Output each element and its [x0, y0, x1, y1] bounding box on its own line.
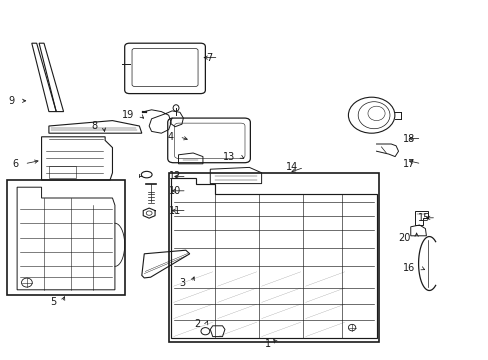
Text: 16: 16 — [403, 263, 415, 273]
Text: 7: 7 — [206, 53, 212, 63]
Text: 11: 11 — [168, 206, 181, 216]
Text: 4: 4 — [167, 132, 173, 142]
Text: 20: 20 — [398, 233, 410, 243]
Text: 1: 1 — [264, 339, 271, 349]
Text: 2: 2 — [194, 319, 200, 329]
Text: 10: 10 — [168, 186, 181, 196]
Text: 9: 9 — [8, 96, 15, 106]
Text: 3: 3 — [179, 278, 185, 288]
Text: 17: 17 — [403, 159, 415, 169]
Text: 8: 8 — [91, 121, 98, 131]
Text: 19: 19 — [122, 110, 134, 120]
Text: 15: 15 — [417, 213, 429, 223]
Text: 18: 18 — [403, 134, 415, 144]
Bar — [168, 173, 378, 342]
Text: 12: 12 — [168, 171, 181, 181]
Text: 6: 6 — [12, 159, 19, 169]
Text: 14: 14 — [285, 162, 298, 172]
Bar — [7, 180, 124, 295]
Text: 5: 5 — [50, 297, 56, 307]
Text: 13: 13 — [222, 152, 234, 162]
